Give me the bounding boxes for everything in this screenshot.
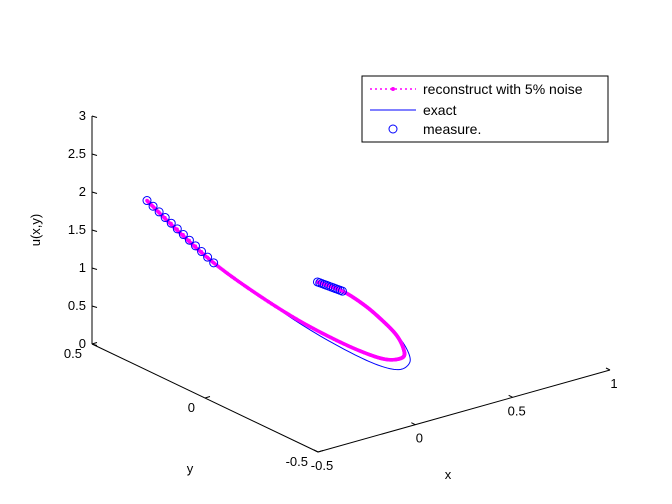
x-axis-line: [317, 369, 611, 453]
y-tick-mark: [204, 396, 211, 399]
series-measure-markers: [142, 196, 347, 296]
measure-point-center: [157, 210, 161, 214]
x-axis-label: x: [445, 467, 452, 482]
y-tick-label: -0.5: [286, 454, 308, 469]
legend-label-reconstruct: reconstruct with 5% noise: [423, 81, 583, 97]
x-tick-label: 0.5: [508, 403, 526, 418]
y-tick-label: 0.5: [64, 346, 82, 361]
measure-point: [190, 241, 200, 251]
plot-area: [142, 196, 411, 371]
legend-entry-measure: measure.: [388, 121, 481, 137]
z-tick-label: 1.5: [68, 222, 86, 237]
z-tick-label: 3: [79, 108, 86, 123]
measure-point-center: [175, 227, 179, 231]
measure-point-center: [151, 204, 155, 208]
x-tick-mark: [508, 394, 513, 398]
measure-point: [197, 247, 207, 257]
measure-point: [154, 207, 164, 217]
z-tick-label: 0.5: [68, 298, 86, 313]
z-tick-mark: [91, 229, 98, 232]
z-tick-mark: [91, 191, 98, 194]
z-tick-label: 2: [79, 184, 86, 199]
legend-label-measure: measure.: [423, 121, 481, 137]
measure-point-center: [145, 199, 149, 203]
y-tick-label: 0: [188, 400, 195, 415]
y-axis-label: y: [187, 461, 194, 476]
measure-point-center: [338, 288, 342, 292]
measure-point: [203, 252, 213, 262]
y-tick-mark: [91, 342, 98, 345]
x-ticks: -0.5 0 0.5 1: [311, 367, 618, 473]
axes: 00.511.522.53 -0.500.5 -0.500.51 u(x,y) …: [28, 108, 618, 482]
z-ticks: 0 0.5 1 1.5 2 2.5 3: [68, 108, 98, 351]
z-axis-label: u(x,y): [28, 214, 43, 247]
measure-point: [209, 258, 219, 268]
x-tick-mark: [605, 367, 611, 371]
z-tick-label: 2.5: [68, 146, 86, 161]
measure-point: [178, 230, 188, 240]
x-tick-mark: [411, 422, 416, 426]
measure-point-center: [206, 255, 210, 259]
measure-point: [148, 201, 158, 211]
legend-swatch-reconstruct-marker: [391, 87, 395, 91]
y-ticks: -0.5 0 0.5: [64, 342, 324, 469]
measure-point: [184, 235, 194, 245]
legend-entry-exact: exact: [370, 102, 457, 118]
measure-point: [160, 213, 170, 223]
y-tick-mark: [317, 450, 324, 453]
legend-box: [361, 75, 609, 143]
z-tick-label: 1: [79, 260, 86, 275]
z-tick-mark: [91, 115, 98, 118]
measure-point: [166, 218, 176, 228]
x-tick-label: 0: [416, 431, 423, 446]
legend: reconstruct with 5% noise exact measure.: [361, 75, 609, 143]
measure-point-center: [169, 221, 173, 225]
measure-point-center: [340, 289, 344, 293]
z-tick-label: 0: [79, 336, 86, 351]
series-reconstruct-markers: [145, 198, 407, 362]
measure-point-center: [200, 250, 204, 254]
legend-label-exact: exact: [423, 102, 457, 118]
legend-swatch-measure: [388, 124, 398, 134]
x-tick-label: 1: [610, 376, 617, 391]
measure-point: [337, 286, 347, 296]
measure-point: [172, 224, 182, 234]
series-reconstruct-line: [146, 200, 406, 361]
measure-point-center: [163, 216, 167, 220]
z-tick-mark: [91, 153, 98, 156]
z-tick-mark: [91, 267, 98, 270]
x-tick-mark: [313, 449, 319, 453]
x-tick-label: -0.5: [311, 458, 333, 473]
measure-point-center: [187, 238, 191, 242]
z-tick-mark: [91, 305, 98, 308]
measure-point-center: [193, 244, 197, 248]
measure-point: [142, 196, 152, 206]
series-exact-line: [146, 200, 411, 371]
measure-point-center: [181, 233, 185, 237]
measure-point-center: [212, 261, 216, 265]
legend-entry-reconstruct: reconstruct with 5% noise: [370, 81, 583, 97]
